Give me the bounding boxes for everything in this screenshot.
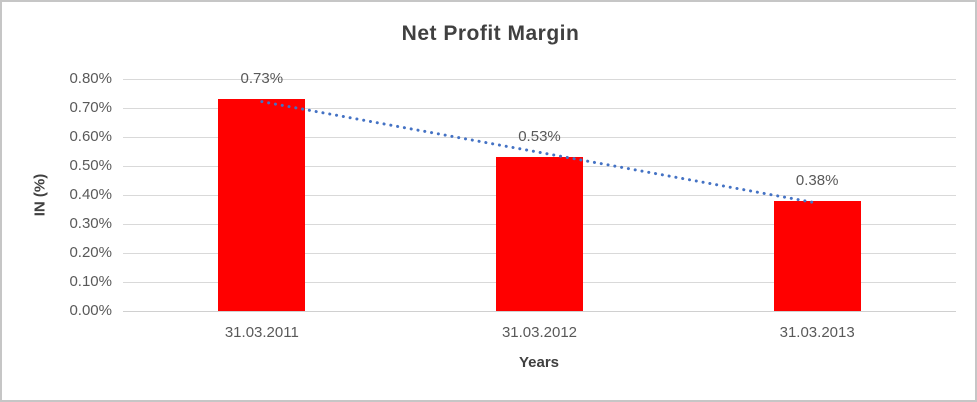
data-label: 0.38%	[795, 171, 839, 189]
y-axis-tick-label: 0.20%	[69, 244, 112, 261]
x-axis-tick-label: 31.03.2012	[501, 324, 578, 341]
x-axis-line	[123, 310, 956, 312]
y-axis-tick-label: 0.00%	[69, 302, 112, 319]
y-axis-tick-label: 0.40%	[69, 186, 112, 203]
y-axis-tick-label: 0.70%	[69, 99, 112, 116]
y-axis-tick-label: 0.10%	[69, 273, 112, 290]
bar-31.03.2013	[773, 200, 861, 311]
bar-31.03.2012	[496, 157, 583, 311]
x-axis-tick-label: 31.03.2013	[779, 324, 855, 341]
x-axis-tick-label: 31.03.2011	[224, 324, 299, 341]
data-label: 0.53%	[518, 128, 561, 146]
y-axis-tick-label: 0.60%	[69, 128, 112, 145]
y-axis-tick-label: 0.80%	[69, 70, 112, 87]
gridline	[123, 78, 956, 80]
y-axis-tick-label: 0.30%	[69, 215, 112, 232]
chart-title: Net Profit Margin	[401, 22, 580, 45]
data-label: 0.73%	[240, 70, 284, 88]
bar-31.03.2011	[218, 99, 306, 311]
x-axis-title: Years	[518, 354, 560, 371]
y-axis-tick-label: 0.50%	[69, 157, 112, 174]
